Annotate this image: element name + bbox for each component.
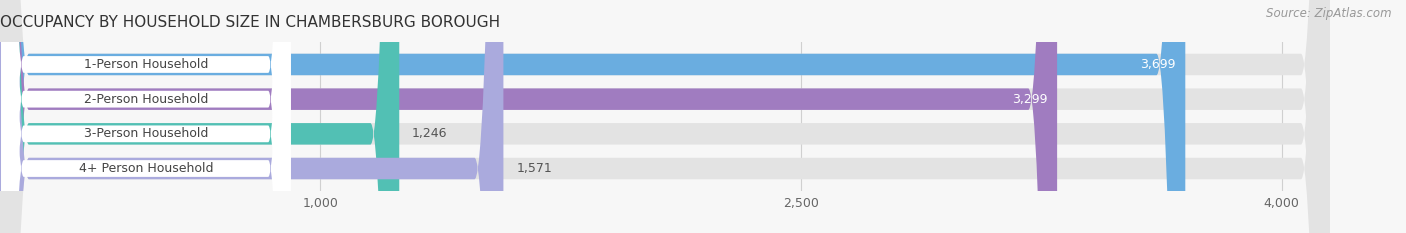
FancyBboxPatch shape	[0, 0, 1185, 233]
Text: 2-Person Household: 2-Person Household	[84, 93, 208, 106]
FancyBboxPatch shape	[0, 0, 1330, 233]
Text: 1-Person Household: 1-Person Household	[84, 58, 208, 71]
Text: 3,699: 3,699	[1140, 58, 1175, 71]
Text: OCCUPANCY BY HOUSEHOLD SIZE IN CHAMBERSBURG BOROUGH: OCCUPANCY BY HOUSEHOLD SIZE IN CHAMBERSB…	[0, 15, 501, 30]
FancyBboxPatch shape	[1, 0, 291, 233]
FancyBboxPatch shape	[0, 0, 503, 233]
Text: 1,571: 1,571	[516, 162, 553, 175]
Text: 1,246: 1,246	[412, 127, 447, 140]
FancyBboxPatch shape	[0, 0, 1057, 233]
Text: 3-Person Household: 3-Person Household	[84, 127, 208, 140]
Text: 4+ Person Household: 4+ Person Household	[79, 162, 214, 175]
FancyBboxPatch shape	[1, 0, 291, 233]
Text: 3,299: 3,299	[1012, 93, 1047, 106]
FancyBboxPatch shape	[0, 0, 1330, 233]
FancyBboxPatch shape	[0, 0, 1330, 233]
FancyBboxPatch shape	[1, 0, 291, 233]
Text: Source: ZipAtlas.com: Source: ZipAtlas.com	[1267, 7, 1392, 20]
FancyBboxPatch shape	[1, 0, 291, 233]
FancyBboxPatch shape	[0, 0, 399, 233]
FancyBboxPatch shape	[0, 0, 1330, 233]
